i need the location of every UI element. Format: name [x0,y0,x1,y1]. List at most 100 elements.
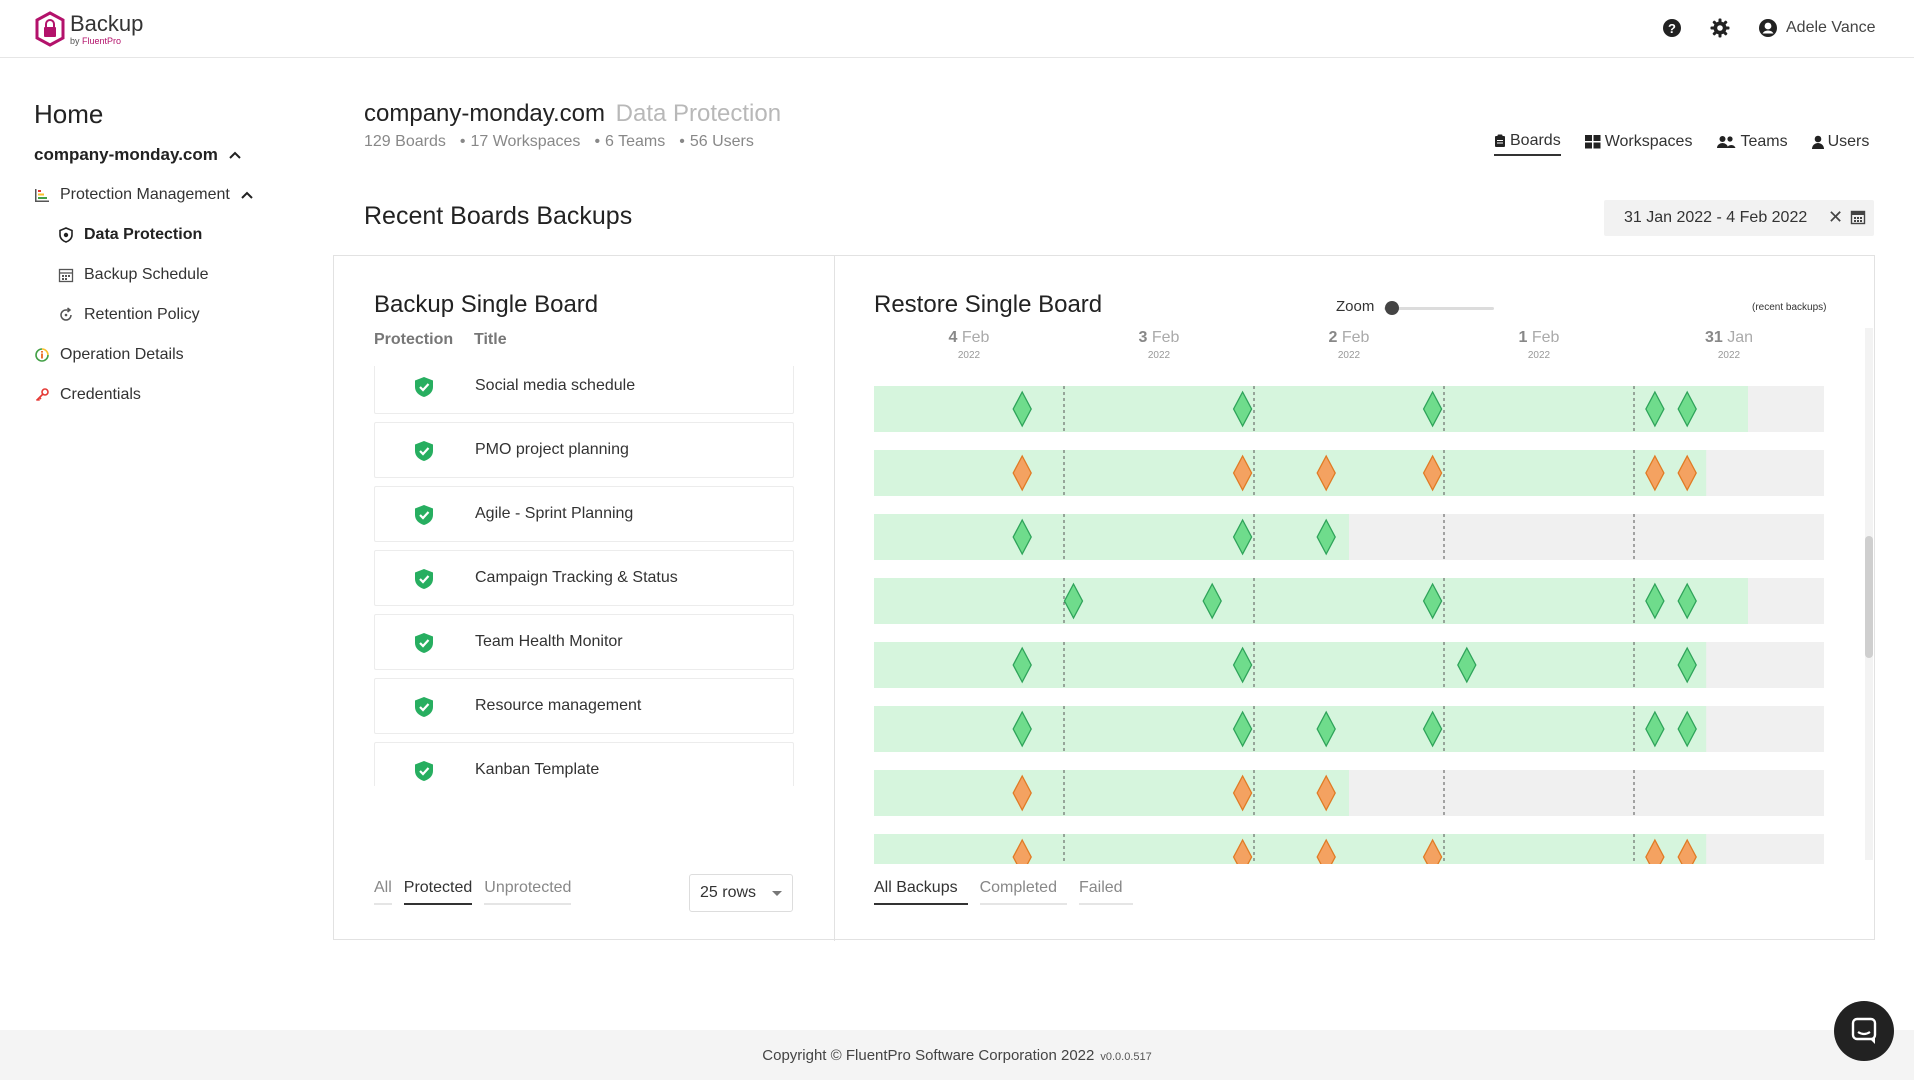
backup-marker-completed[interactable] [1677,710,1697,748]
backup-marker-failed[interactable] [1012,774,1032,812]
backup-marker-failed[interactable] [1316,454,1336,492]
timeline-day-label: 3 Feb [1139,329,1180,346]
board-row[interactable]: Resource management [374,678,794,734]
backup-marker-failed[interactable] [1645,838,1665,864]
backup-marker-failed[interactable] [1012,838,1032,864]
shield-check-icon [415,505,433,525]
sidebar-company-label: company-monday.com [34,145,218,164]
shield-check-icon [415,569,433,589]
tab-failed[interactable]: Failed [1078,879,1133,905]
sidebar-item-protection-management[interactable]: Protection Management [34,186,254,204]
gear-icon[interactable] [1710,18,1730,38]
board-row[interactable]: Campaign Tracking & Status [374,550,794,606]
zoom-slider[interactable] [1384,307,1494,310]
app-logo[interactable]: Backup by FluentPro [34,10,204,50]
sidebar-item-label: Protection Management [60,186,230,203]
backup-marker-completed[interactable] [1422,582,1443,620]
column-header-title[interactable]: Title [474,331,507,348]
backup-marker-failed[interactable] [1232,838,1253,864]
backup-marker-failed[interactable] [1232,774,1253,812]
timeline-coverage-bar [874,770,1349,816]
filter-all[interactable]: All [374,879,392,905]
backup-marker-completed[interactable] [1232,646,1253,684]
backup-marker-completed[interactable] [1422,390,1443,428]
tab-teams[interactable]: Teams [1716,132,1788,156]
backup-marker-completed[interactable] [1645,710,1665,748]
close-icon[interactable]: ✕ [1828,207,1844,227]
sidebar-company[interactable]: company-monday.com [34,145,242,165]
backup-marker-failed[interactable] [1677,454,1697,492]
backup-marker-completed[interactable] [1316,518,1336,556]
backup-marker-completed[interactable] [1232,518,1253,556]
backup-marker-completed[interactable] [1063,582,1084,620]
tab-workspaces[interactable]: Workspaces [1584,132,1692,156]
backup-marker-completed[interactable] [1677,390,1697,428]
sidebar-item-data-protection[interactable]: Data Protection [58,226,202,244]
sidebar-item-credentials[interactable]: Credentials [34,386,141,404]
board-row[interactable]: Social media schedule [374,366,794,414]
backup-timeline: 4 Feb 2022 3 Feb 2022 2 Feb 2022 1 Feb 2022 31 J… [874,329,1824,864]
tab-all-backups[interactable]: All Backups [874,879,968,905]
sidebar-item-backup-schedule[interactable]: Backup Schedule [58,266,209,284]
tab-users[interactable]: Users [1811,132,1869,156]
user-icon [1759,19,1777,37]
backup-marker-completed[interactable] [1012,710,1032,748]
backup-marker-completed[interactable] [1457,646,1477,684]
backup-marker-failed[interactable] [1677,838,1697,864]
sidebar-item-label: Retention Policy [84,306,200,323]
filter-unprotected[interactable]: Unprotected [484,879,572,905]
backup-marker-failed[interactable] [1422,838,1443,864]
app-version: v0.0.0.517 [1100,1051,1152,1063]
backup-marker-failed[interactable] [1316,838,1336,864]
backup-marker-completed[interactable] [1012,518,1032,556]
panel-divider [834,256,835,941]
help-icon[interactable]: ? [1662,18,1682,38]
board-row[interactable]: PMO project planning [374,422,794,478]
backup-marker-completed[interactable] [1645,582,1665,620]
board-row[interactable]: Team Health Monitor [374,614,794,670]
sidebar-item-retention-policy[interactable]: Retention Policy [58,306,200,324]
timeline-coverage-bar [874,706,1707,752]
backup-marker-completed[interactable] [1677,646,1697,684]
backup-marker-completed[interactable] [1232,390,1253,428]
backup-marker-completed[interactable] [1012,390,1032,428]
backup-marker-failed[interactable] [1422,454,1443,492]
user-menu[interactable]: Adele Vance [1758,17,1876,39]
tab-completed[interactable]: Completed [979,879,1067,905]
backup-marker-completed[interactable] [1316,710,1336,748]
column-header-protection[interactable]: Protection [374,331,454,348]
timeline-year-label: 2022 [1148,350,1171,361]
sidebar-item-operation-details[interactable]: Operation Details [34,346,184,364]
board-row[interactable]: Kanban Template [374,742,794,786]
chevron-up-icon [229,151,241,159]
zoom-slider-handle[interactable] [1385,301,1399,315]
board-title: Kanban Template [475,761,600,778]
grid-icon [1584,135,1601,149]
chat-button[interactable] [1834,1001,1894,1061]
info-icon [35,348,49,362]
backup-marker-completed[interactable] [1645,390,1665,428]
backup-marker-completed[interactable] [1202,582,1222,620]
date-range-picker[interactable]: 31 Jan 2022 - 4 Feb 2022 ✕ [1604,200,1874,236]
backup-marker-failed[interactable] [1645,454,1665,492]
shield-check-icon [415,441,433,461]
backup-marker-completed[interactable] [1677,582,1697,620]
backup-marker-completed[interactable] [1012,646,1032,684]
tab-boards[interactable]: Boards [1494,132,1561,156]
backup-marker-failed[interactable] [1316,774,1336,812]
home-title[interactable]: Home [34,99,104,129]
chevron-up-icon [241,191,253,199]
timeline-scrollbar-thumb[interactable] [1865,536,1873,658]
backup-marker-completed[interactable] [1422,710,1443,748]
backup-marker-failed[interactable] [1012,454,1032,492]
rows-per-page-select[interactable]: 25 rows [689,874,793,912]
logo-title: Backup [70,11,144,36]
calendar-icon[interactable] [1850,209,1866,225]
board-row[interactable]: Agile - Sprint Planning [374,486,794,542]
lock-icon [35,11,65,47]
backup-marker-completed[interactable] [1232,710,1253,748]
sidebar-item-label: Credentials [60,386,141,403]
footer-copyright: Copyright © FluentPro Software Corporati… [762,1047,1152,1064]
filter-protected[interactable]: Protected [403,879,473,905]
backup-marker-failed[interactable] [1232,454,1253,492]
